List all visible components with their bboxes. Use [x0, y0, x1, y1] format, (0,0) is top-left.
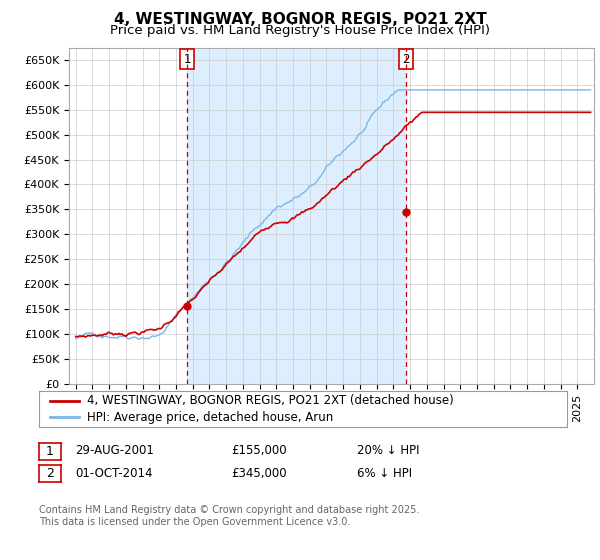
Text: HPI: Average price, detached house, Arun: HPI: Average price, detached house, Arun	[86, 410, 333, 424]
Text: 6% ↓ HPI: 6% ↓ HPI	[357, 466, 412, 480]
Text: Contains HM Land Registry data © Crown copyright and database right 2025.
This d: Contains HM Land Registry data © Crown c…	[39, 505, 419, 527]
Text: 4, WESTINGWAY, BOGNOR REGIS, PO21 2XT (detached house): 4, WESTINGWAY, BOGNOR REGIS, PO21 2XT (d…	[86, 394, 453, 408]
Text: Price paid vs. HM Land Registry's House Price Index (HPI): Price paid vs. HM Land Registry's House …	[110, 24, 490, 37]
Text: 4, WESTINGWAY, BOGNOR REGIS, PO21 2XT: 4, WESTINGWAY, BOGNOR REGIS, PO21 2XT	[113, 12, 487, 27]
Text: £345,000: £345,000	[231, 466, 287, 480]
Text: 29-AUG-2001: 29-AUG-2001	[75, 444, 154, 458]
Text: 01-OCT-2014: 01-OCT-2014	[75, 466, 152, 480]
Text: 1: 1	[183, 53, 191, 66]
Text: £155,000: £155,000	[231, 444, 287, 458]
Text: 1: 1	[46, 445, 54, 458]
Text: 20% ↓ HPI: 20% ↓ HPI	[357, 444, 419, 458]
Bar	[187, 48, 406, 384]
Text: 2: 2	[46, 467, 54, 480]
Text: 2: 2	[402, 53, 410, 66]
